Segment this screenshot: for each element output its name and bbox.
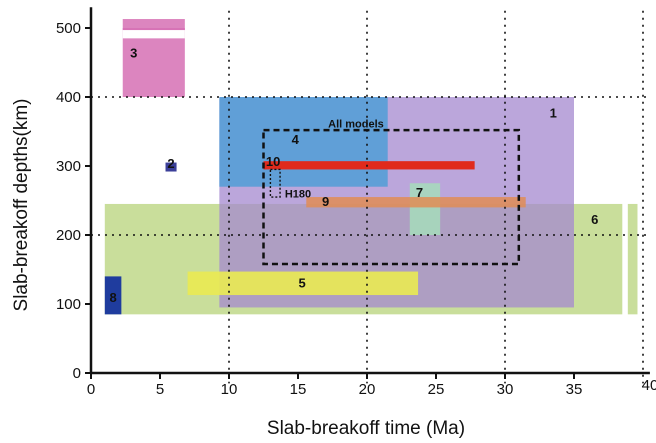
outline-label-h180: H180 bbox=[285, 189, 311, 201]
all-models-outline bbox=[262, 128, 521, 266]
y-tick-label-500: 500 bbox=[56, 20, 81, 37]
region-label-1: 1 bbox=[550, 106, 557, 121]
region-5 bbox=[187, 271, 419, 296]
region-label-5: 5 bbox=[299, 275, 306, 290]
h180-outline bbox=[269, 168, 281, 198]
x-tick-label-15: 15 bbox=[290, 381, 307, 398]
region-label-9: 9 bbox=[322, 194, 329, 209]
region-2 bbox=[165, 162, 177, 172]
outlines-layer bbox=[262, 128, 521, 266]
labels-layer: 6 1 4 3 7 9 10 5 8 2 All models H180 bbox=[109, 46, 598, 305]
region-4 bbox=[219, 97, 388, 187]
region-label-6: 6 bbox=[591, 212, 598, 227]
x-tick-label-20: 20 bbox=[359, 381, 376, 398]
y-tick-label-300: 300 bbox=[56, 158, 81, 175]
region-label-8: 8 bbox=[109, 290, 116, 305]
region-label-7: 7 bbox=[416, 185, 423, 200]
region-label-3: 3 bbox=[130, 46, 137, 61]
x-tick-label-25: 25 bbox=[428, 381, 445, 398]
region-6-extension-strip-1 bbox=[627, 203, 638, 315]
y-tick-label-400: 400 bbox=[56, 89, 81, 106]
x-tick-label-10: 10 bbox=[221, 381, 238, 398]
y-tick-label-200: 200 bbox=[56, 227, 81, 244]
region-7 bbox=[409, 183, 441, 235]
y-axis-title: Slab-breakoff depths(km) bbox=[11, 99, 32, 312]
x-tick-label-40: 40 bbox=[642, 377, 656, 394]
region-3 bbox=[122, 28, 185, 97]
region-9 bbox=[306, 197, 526, 208]
regions-layer bbox=[104, 19, 638, 315]
x-tick-label-30: 30 bbox=[497, 381, 514, 398]
region-3-top-bar bbox=[122, 19, 185, 31]
x-tick-label-35: 35 bbox=[566, 381, 583, 398]
outline-label-all-models: All models bbox=[328, 118, 384, 130]
region-10 bbox=[263, 161, 475, 170]
region-3-gap bbox=[122, 30, 185, 39]
y-tick-label-100: 100 bbox=[56, 296, 81, 313]
y-tick-label-0: 0 bbox=[73, 365, 81, 382]
region-8 bbox=[104, 276, 122, 315]
x-axis-title: Slab-breakoff time (Ma) bbox=[267, 418, 465, 439]
x-tick-label-0: 0 bbox=[87, 381, 95, 398]
region-label-2: 2 bbox=[167, 156, 174, 171]
region-label-4: 4 bbox=[292, 132, 300, 147]
reference-gridlines bbox=[91, 10, 648, 384]
region-label-10: 10 bbox=[266, 154, 280, 169]
x-tick-label-5: 5 bbox=[156, 381, 164, 398]
